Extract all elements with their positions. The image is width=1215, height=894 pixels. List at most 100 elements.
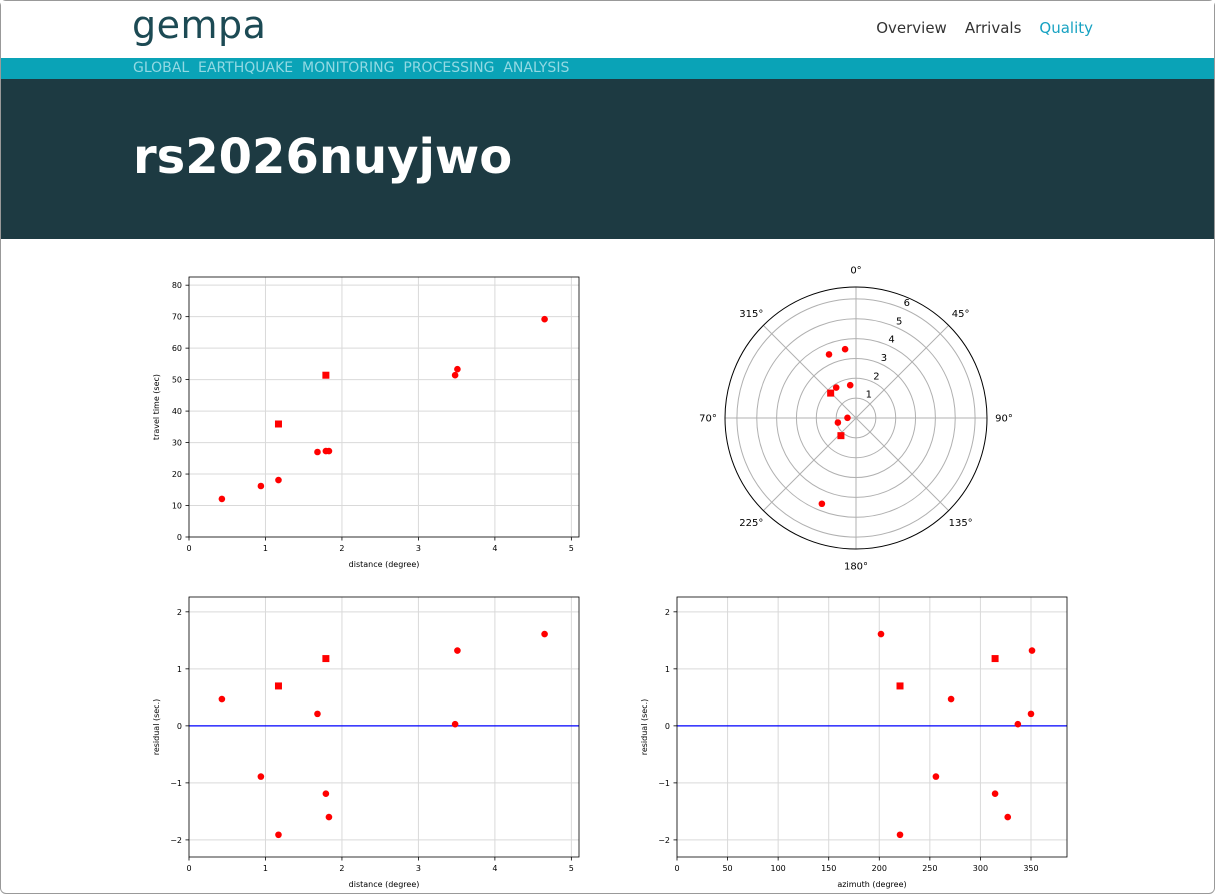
nav-link[interactable]: Overview bbox=[876, 19, 947, 37]
data-point bbox=[257, 773, 265, 780]
data-point bbox=[314, 710, 321, 718]
data-point bbox=[991, 655, 999, 663]
data-point bbox=[837, 432, 845, 440]
data-point bbox=[218, 495, 226, 503]
x-tick-label: 1 bbox=[263, 544, 268, 553]
data-point bbox=[541, 630, 548, 638]
x-axis-label: azimuth (degree) bbox=[837, 880, 906, 889]
nav-link[interactable]: Arrivals bbox=[964, 19, 1022, 37]
data-point bbox=[825, 351, 833, 358]
data-point bbox=[322, 655, 330, 663]
hero: rs2026nuyjwo bbox=[1, 79, 1214, 239]
nav: Overview Arrivals Quality bbox=[876, 19, 1093, 37]
y-tick-label: 0 bbox=[665, 722, 670, 731]
y-axis-label: residual (sec.) bbox=[640, 699, 649, 756]
data-point bbox=[832, 384, 840, 391]
y-tick-label: 80 bbox=[172, 281, 182, 290]
data-point bbox=[841, 345, 849, 353]
x-tick-label: 0 bbox=[186, 864, 191, 873]
y-tick-label: 40 bbox=[172, 407, 182, 416]
data-point bbox=[947, 695, 955, 703]
y-tick-label: 50 bbox=[172, 376, 182, 385]
y-tick-label: −2 bbox=[170, 836, 182, 845]
data-point bbox=[274, 682, 282, 690]
x-tick-label: 3 bbox=[416, 544, 421, 553]
r-tick-label: 3 bbox=[881, 353, 887, 364]
x-tick-label: 5 bbox=[569, 864, 574, 873]
theta-tick-label: 70° bbox=[699, 414, 717, 425]
x-axis-label: distance (degree) bbox=[349, 880, 420, 889]
data-point bbox=[846, 381, 854, 389]
x-tick-label: 250 bbox=[922, 864, 937, 873]
theta-tick-label: 225° bbox=[739, 518, 763, 529]
theta-tick-label: 90° bbox=[995, 414, 1013, 425]
grid-spoke bbox=[763, 325, 857, 419]
data-point bbox=[877, 630, 885, 638]
event-title: rs2026nuyjwo bbox=[133, 129, 513, 185]
x-tick-label: 4 bbox=[492, 544, 497, 553]
data-point bbox=[834, 419, 842, 426]
data-point bbox=[896, 682, 904, 690]
y-tick-label: 2 bbox=[665, 608, 670, 617]
x-tick-label: 300 bbox=[973, 864, 988, 873]
nav-link[interactable]: Quality bbox=[1039, 19, 1093, 37]
data-point bbox=[896, 831, 904, 839]
y-tick-label: 70 bbox=[172, 313, 182, 322]
y-tick-label: 10 bbox=[172, 502, 182, 511]
data-point bbox=[454, 365, 461, 373]
r-tick-label: 4 bbox=[888, 335, 894, 346]
data-point bbox=[218, 695, 226, 703]
y-tick-label: 20 bbox=[172, 470, 182, 479]
tagline-band: GLOBAL EARTHQUAKE MONITORING PROCESSING … bbox=[1, 58, 1214, 79]
data-point bbox=[454, 647, 461, 654]
data-point bbox=[322, 790, 330, 798]
x-tick-label: 200 bbox=[872, 864, 887, 873]
plot-frame bbox=[188, 276, 580, 538]
r-tick-label: 6 bbox=[904, 298, 910, 309]
data-point bbox=[932, 773, 940, 780]
r-tick-label: 2 bbox=[873, 371, 879, 382]
x-tick-label: 0 bbox=[674, 864, 679, 873]
plot-frame bbox=[188, 596, 580, 858]
data-point bbox=[325, 447, 333, 455]
y-tick-label: 0 bbox=[177, 533, 182, 542]
r-tick-label: 1 bbox=[866, 390, 872, 401]
data-point bbox=[991, 790, 999, 798]
y-tick-label: −2 bbox=[658, 836, 670, 845]
x-tick-label: 2 bbox=[339, 864, 344, 873]
theta-tick-label: 135° bbox=[949, 518, 973, 529]
theta-tick-label: 180° bbox=[844, 562, 868, 573]
x-tick-label: 0 bbox=[186, 544, 191, 553]
y-tick-label: −1 bbox=[170, 779, 182, 788]
data-point bbox=[844, 414, 851, 422]
data-point bbox=[274, 420, 282, 428]
grid-spoke bbox=[855, 325, 949, 419]
y-axis-label: residual (sec.) bbox=[152, 699, 161, 756]
data-point bbox=[818, 500, 826, 508]
data-point bbox=[451, 720, 459, 728]
grid-spoke bbox=[855, 417, 949, 511]
x-tick-label: 4 bbox=[492, 864, 497, 873]
data-point bbox=[827, 389, 835, 397]
x-tick-label: 150 bbox=[821, 864, 836, 873]
y-tick-label: 60 bbox=[172, 344, 182, 353]
x-tick-label: 2 bbox=[339, 544, 344, 553]
top-bar: gempa Overview Arrivals Quality bbox=[1, 1, 1214, 58]
x-axis-label: distance (degree) bbox=[349, 560, 420, 569]
y-tick-label: 1 bbox=[665, 665, 670, 674]
logo[interactable]: gempa bbox=[132, 3, 267, 47]
data-point bbox=[1027, 710, 1035, 718]
y-tick-label: 0 bbox=[177, 722, 182, 731]
data-point bbox=[541, 315, 548, 323]
x-tick-label: 350 bbox=[1023, 864, 1038, 873]
x-tick-label: 50 bbox=[722, 864, 732, 873]
theta-tick-label: 315° bbox=[739, 309, 763, 320]
grid-spoke bbox=[763, 417, 857, 511]
y-tick-label: 1 bbox=[177, 665, 182, 674]
data-point bbox=[1004, 813, 1012, 821]
y-tick-label: −1 bbox=[658, 779, 670, 788]
data-point bbox=[257, 482, 265, 490]
data-point bbox=[1028, 647, 1036, 654]
